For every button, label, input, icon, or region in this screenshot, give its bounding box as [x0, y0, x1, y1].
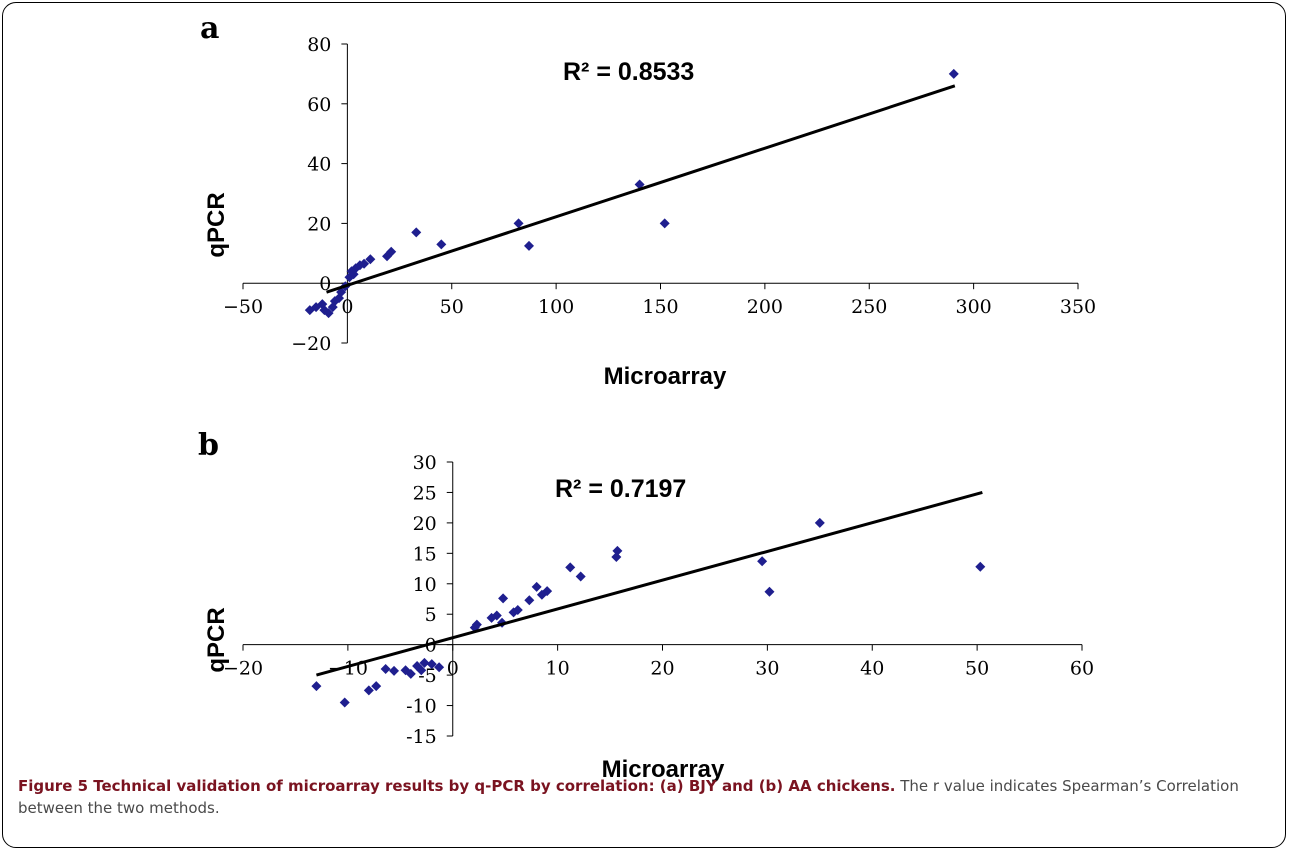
- panel-b-x-tick-label: −20: [223, 658, 263, 680]
- panel-b-data-point: [575, 571, 586, 582]
- panel-a-data-point: [365, 254, 376, 265]
- panel-b-data-point: [611, 551, 622, 562]
- panel-a-x-tick-label: 200: [747, 296, 783, 318]
- panel-b-y-tick-label: 25: [413, 482, 437, 504]
- panel-a: a R² = 0.8533 qPCR Microarray −50 0 50 100 1…: [200, 11, 1096, 390]
- panel-b-data-point: [434, 662, 445, 673]
- panel-a-axes: −50 0 50 100 150 200 250 300 350 −20 0 20 40 60 80: [223, 34, 1096, 355]
- panel-b-y-tick-label: 15: [413, 543, 437, 565]
- panel-b-y-tick-label: -15: [406, 726, 437, 748]
- panel-b-x-tick-label: 0: [447, 658, 459, 680]
- panel-a-data-point: [346, 266, 357, 277]
- figure-caption: Figure 5 Technical validation of microar…: [18, 775, 1273, 819]
- panel-a-data-point: [304, 305, 315, 316]
- panel-b-x-tick-label: 60: [1070, 658, 1094, 680]
- panel-a-points: [304, 68, 959, 319]
- panel-a-data-point: [436, 239, 447, 250]
- caption-rest: The r value indicates Spearman’s Correla…: [18, 777, 1239, 817]
- panel-a-y-tick-label: 40: [307, 154, 331, 176]
- panel-a-x-tick-label: 350: [1060, 296, 1096, 318]
- panel-a-y-tick-label: 0: [319, 273, 331, 295]
- panel-b-data-point: [363, 685, 374, 696]
- panel-a-x-tick-label: 250: [851, 296, 887, 318]
- panel-b-y-tick-label: 20: [413, 513, 437, 535]
- panel-a-trendline: [326, 84, 956, 294]
- panel-b-data-point: [400, 665, 411, 676]
- panel-b-data-point: [542, 586, 553, 597]
- panel-b-data-point: [565, 562, 576, 573]
- panel-b-data-point: [380, 664, 391, 675]
- panel-b-trendline: [316, 490, 983, 677]
- panel-a-x-tick-label: 300: [955, 296, 991, 318]
- panel-b-y-tick-label: -10: [406, 696, 437, 718]
- panel-b-y-tick-label: 30: [413, 452, 437, 474]
- panel-b-data-point: [508, 607, 519, 618]
- panel-a-x-tick-label: 50: [440, 296, 464, 318]
- panel-b-label: b: [198, 428, 219, 463]
- panel-a-data-point: [513, 218, 524, 229]
- panel-b-data-point: [757, 556, 768, 567]
- panel-b-r-squared: R² = 0.7197: [555, 475, 686, 503]
- panel-b-xlabel: Microarray: [602, 756, 725, 783]
- panel-b-data-point: [975, 561, 986, 572]
- panel-b-data-point: [412, 660, 423, 671]
- panel-a-y-tick-label: 80: [307, 34, 331, 56]
- panel-a-x-tick-label: −50: [223, 296, 263, 318]
- panel-b-data-point: [339, 697, 350, 708]
- panel-a-y-tick-label: −20: [291, 333, 331, 355]
- panel-b-x-tick-label: 20: [650, 658, 674, 680]
- panel-b-data-point: [371, 681, 382, 692]
- panel-b-x-tick-label: 30: [755, 658, 779, 680]
- panel-b-x-tick-label: −10: [328, 658, 368, 680]
- panel-b-data-point: [498, 593, 509, 604]
- panel-a-data-point: [327, 302, 338, 313]
- panel-b-data-point: [311, 681, 322, 692]
- panel-b-data-point: [419, 657, 430, 668]
- panel-a-data-point: [411, 227, 422, 238]
- panel-b-x-tick-label: 50: [965, 658, 989, 680]
- panel-a-data-point: [523, 240, 534, 251]
- panel-b-ylabel: qPCR: [203, 607, 230, 672]
- panel-a-label: a: [200, 11, 219, 46]
- panel-b-y-tick-label: 10: [413, 574, 437, 596]
- panel-a-x-tick-label: 150: [642, 296, 678, 318]
- panel-b-data-point: [426, 659, 437, 670]
- panel-a-x-tick-label: 100: [538, 296, 574, 318]
- panel-a-r-squared: R² = 0.8533: [563, 58, 694, 86]
- panel-b-data-point: [531, 581, 542, 592]
- panel-a-y-tick-label: 60: [307, 94, 331, 116]
- panel-a-y-tick-label: 20: [307, 213, 331, 235]
- panel-b-points: [311, 490, 986, 708]
- panel-b-data-point: [814, 517, 825, 528]
- panel-b-data-point: [612, 545, 623, 556]
- panel-b-x-tick-label: 40: [860, 658, 884, 680]
- panel-b-data-point: [389, 665, 400, 676]
- panel-a-xlabel: Microarray: [604, 363, 727, 390]
- panel-b: b R² = 0.7197 qPCR Microarray −20 −10 0 10 2…: [198, 428, 1094, 783]
- panel-b-y-tick-label: 0: [425, 635, 437, 657]
- panel-a-x-tick-label: 0: [341, 296, 353, 318]
- caption-bold: Figure 5 Technical validation of microar…: [18, 777, 896, 795]
- panel-a-data-point: [948, 68, 959, 79]
- panel-a-ylabel: qPCR: [203, 192, 230, 257]
- panel-b-x-tick-label: 10: [546, 658, 570, 680]
- panel-b-y-tick-label: 5: [425, 604, 437, 626]
- panel-a-data-point: [382, 251, 393, 262]
- panel-b-data-point: [764, 586, 775, 597]
- panel-a-data-point: [659, 218, 670, 229]
- panel-b-data-point: [486, 612, 497, 623]
- panel-b-data-point: [524, 595, 535, 606]
